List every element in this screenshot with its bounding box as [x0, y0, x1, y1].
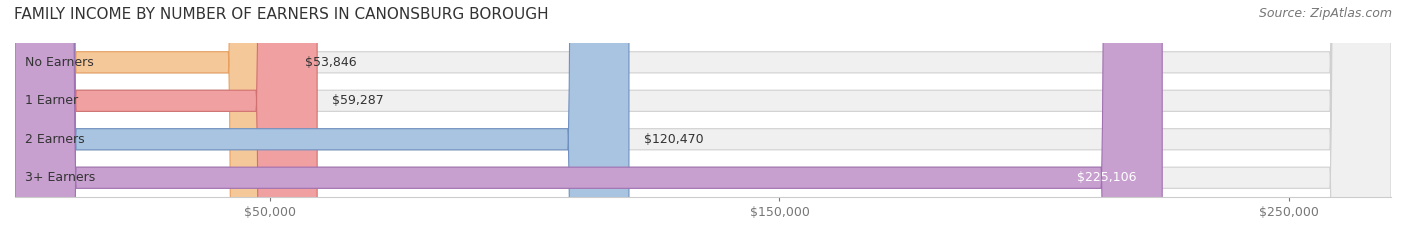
FancyBboxPatch shape — [15, 0, 1391, 234]
Text: $53,846: $53,846 — [305, 56, 356, 69]
FancyBboxPatch shape — [15, 0, 318, 234]
Text: 3+ Earners: 3+ Earners — [25, 171, 96, 184]
Text: $59,287: $59,287 — [332, 94, 384, 107]
Text: 1 Earner: 1 Earner — [25, 94, 79, 107]
FancyBboxPatch shape — [15, 0, 1391, 234]
Text: Source: ZipAtlas.com: Source: ZipAtlas.com — [1258, 7, 1392, 20]
Text: No Earners: No Earners — [25, 56, 94, 69]
Text: 2 Earners: 2 Earners — [25, 133, 84, 146]
Text: $225,106: $225,106 — [1077, 171, 1136, 184]
Text: $120,470: $120,470 — [644, 133, 704, 146]
FancyBboxPatch shape — [15, 0, 628, 234]
FancyBboxPatch shape — [15, 0, 1163, 234]
FancyBboxPatch shape — [15, 0, 1391, 234]
FancyBboxPatch shape — [15, 0, 290, 234]
FancyBboxPatch shape — [15, 0, 1391, 234]
Text: FAMILY INCOME BY NUMBER OF EARNERS IN CANONSBURG BOROUGH: FAMILY INCOME BY NUMBER OF EARNERS IN CA… — [14, 7, 548, 22]
